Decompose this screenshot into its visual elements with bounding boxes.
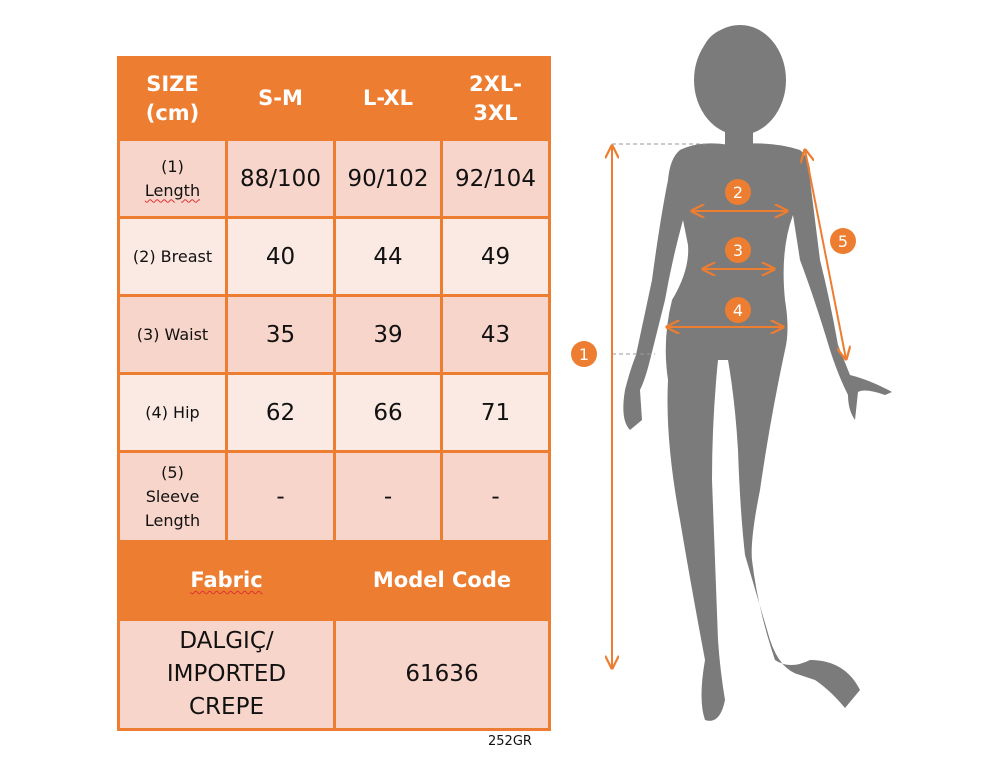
cell-value: 66 bbox=[333, 372, 443, 453]
row-label-sleeve-length: (5) Sleeve Length bbox=[117, 450, 228, 543]
fabric-line: DALGIÇ/ bbox=[179, 628, 274, 654]
row-label-length: (1) Length bbox=[117, 138, 228, 219]
table-row: (4) Hip 62 66 71 bbox=[117, 372, 551, 453]
footer-header-fabric: Fabric bbox=[117, 540, 336, 621]
fabric-line: CREPE bbox=[189, 694, 264, 720]
row-label-waist: (3) Waist bbox=[117, 294, 228, 375]
header-xxl-label: 2XL-3XL bbox=[469, 71, 522, 125]
cell-value: - bbox=[440, 450, 551, 543]
table-row: (5) Sleeve Length - - - bbox=[117, 450, 551, 543]
marker-5: 5 bbox=[838, 232, 848, 251]
table-row: (3) Waist 35 39 43 bbox=[117, 294, 551, 375]
header-size: SIZE (cm) bbox=[117, 56, 228, 141]
label-line: Sleeve bbox=[145, 486, 200, 506]
label-line: (5) bbox=[161, 462, 184, 482]
header-l-xl: L-XL bbox=[333, 56, 443, 141]
cell-value: 35 bbox=[225, 294, 336, 375]
woman-silhouette bbox=[623, 25, 892, 721]
model-code-value: 61636 bbox=[333, 618, 551, 731]
header-s-m: S-M bbox=[225, 56, 336, 141]
cell-value: 39 bbox=[333, 294, 443, 375]
marker-1: 1 bbox=[579, 345, 589, 364]
header-2xl-3xl: 2XL-3XL bbox=[440, 56, 551, 141]
measurement-guides bbox=[612, 143, 846, 668]
cell-value: 90/102 bbox=[333, 138, 443, 219]
marker-2: 2 bbox=[733, 183, 743, 202]
sleeve-arrow bbox=[805, 150, 846, 359]
table-row: (2) Breast 40 44 49 bbox=[117, 216, 551, 297]
cell-value: 92/104 bbox=[440, 138, 551, 219]
marker-3: 3 bbox=[733, 241, 743, 260]
fabric-heading: Fabric bbox=[190, 568, 263, 592]
size-chart-table: SIZE (cm) S-M L-XL 2XL-3XL (1) Length 88/1… bbox=[117, 56, 551, 731]
footer-header-model-code: Model Code bbox=[333, 540, 551, 621]
fabric-line: IMPORTED bbox=[166, 661, 287, 687]
fabric-value: DALGIÇ/IMPORTED CREPE bbox=[117, 618, 336, 731]
marker-4: 4 bbox=[733, 301, 743, 320]
cell-value: 88/100 bbox=[225, 138, 336, 219]
cell-value: 44 bbox=[333, 216, 443, 297]
label-line: Length bbox=[144, 180, 201, 200]
header-size-line: (cm) bbox=[145, 100, 200, 125]
cell-value: 49 bbox=[440, 216, 551, 297]
cell-value: 62 bbox=[225, 372, 336, 453]
row-label-breast: (2) Breast bbox=[117, 216, 228, 297]
label-line: Length bbox=[144, 510, 201, 530]
cell-value: - bbox=[225, 450, 336, 543]
table-row: (1) Length 88/100 90/102 92/104 bbox=[117, 138, 551, 219]
row-label-hip: (4) Hip bbox=[117, 372, 228, 453]
cell-value: - bbox=[333, 450, 443, 543]
cell-value: 71 bbox=[440, 372, 551, 453]
measurement-markers: 1 2 3 4 5 bbox=[571, 179, 856, 367]
cell-value: 43 bbox=[440, 294, 551, 375]
header-size-line: SIZE bbox=[146, 71, 199, 96]
cell-value: 40 bbox=[225, 216, 336, 297]
product-code: 252GR bbox=[488, 734, 532, 749]
label-line: (1) bbox=[161, 156, 184, 176]
